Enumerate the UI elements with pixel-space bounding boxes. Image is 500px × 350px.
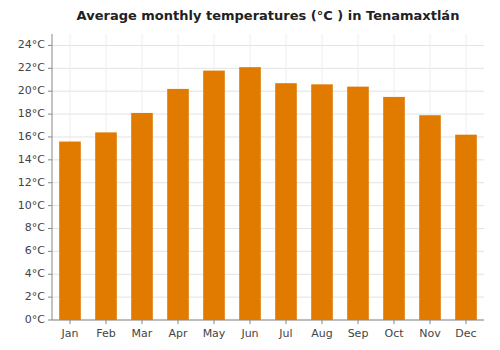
x-tick-label: Dec xyxy=(455,327,476,340)
bar xyxy=(275,83,297,320)
bar xyxy=(311,84,333,320)
y-tick xyxy=(48,205,52,206)
y-tick-label: 2°C xyxy=(25,290,45,303)
y-grid-line xyxy=(52,68,484,69)
y-tick-label: 14°C xyxy=(18,153,45,166)
x-tick-label: Apr xyxy=(168,327,188,340)
chart-svg: 0°C 2°C 4°C 6°C 8°C 10°C 12°C 14°C 16°C 18°C 20°C 2… xyxy=(0,0,500,350)
y-tick-label: 12°C xyxy=(18,176,45,189)
bar xyxy=(203,71,225,320)
x-tick xyxy=(106,320,107,324)
x-tick-label: Oct xyxy=(384,327,404,340)
axes: 0°C 2°C 4°C 6°C 8°C 10°C 12°C 14°C 16°C 18°C 20°C 2… xyxy=(18,34,484,340)
bar xyxy=(455,135,477,320)
bar xyxy=(59,142,81,320)
y-tick xyxy=(48,45,52,46)
x-tick xyxy=(214,320,215,324)
x-tick xyxy=(70,320,71,324)
x-tick-label: Jan xyxy=(61,327,79,340)
chart-container: 0°C 2°C 4°C 6°C 8°C 10°C 12°C 14°C 16°C 18°C 20°C 2… xyxy=(0,0,500,350)
y-grid-line xyxy=(52,91,484,92)
y-tick-label: 4°C xyxy=(25,267,45,280)
y-tick-label: 16°C xyxy=(18,130,45,143)
x-tick xyxy=(322,320,323,324)
y-tick xyxy=(48,297,52,298)
y-tick xyxy=(48,136,52,137)
y-tick xyxy=(48,182,52,183)
bar xyxy=(383,97,405,320)
y-grid-line xyxy=(52,45,484,46)
x-tick xyxy=(142,320,143,324)
y-grid-line xyxy=(52,320,484,321)
y-tick xyxy=(48,91,52,92)
y-tick-label: 24°C xyxy=(18,38,45,51)
x-tick xyxy=(358,320,359,324)
x-tick xyxy=(178,320,179,324)
chart-title: Average monthly temperatures (°C ) in Te… xyxy=(77,8,460,23)
x-tick-label: Jun xyxy=(240,327,258,340)
bar xyxy=(167,89,189,320)
grid xyxy=(52,34,484,320)
x-axis-line xyxy=(52,320,484,321)
y-tick xyxy=(48,251,52,252)
y-tick-label: 6°C xyxy=(25,244,45,257)
x-tick xyxy=(430,320,431,324)
y-tick xyxy=(48,114,52,115)
x-tick xyxy=(466,320,467,324)
y-tick-label: 0°C xyxy=(25,313,45,326)
y-axis-line xyxy=(52,34,53,320)
y-grid-line xyxy=(52,114,484,115)
x-tick-label: Feb xyxy=(96,327,115,340)
bars xyxy=(59,67,477,320)
y-tick xyxy=(48,159,52,160)
bar xyxy=(419,115,441,320)
x-tick xyxy=(394,320,395,324)
x-tick-label: Mar xyxy=(132,327,153,340)
y-tick-label: 22°C xyxy=(18,61,45,74)
y-tick-label: 8°C xyxy=(25,221,45,234)
x-tick xyxy=(250,320,251,324)
y-tick xyxy=(48,228,52,229)
x-tick-label: Nov xyxy=(419,327,441,340)
y-tick-label: 10°C xyxy=(18,199,45,212)
x-tick-label: Aug xyxy=(311,327,332,340)
bar xyxy=(239,67,261,320)
bar xyxy=(347,87,369,320)
y-tick xyxy=(48,274,52,275)
bar xyxy=(131,113,153,320)
y-tick xyxy=(48,68,52,69)
x-tick-label: Jul xyxy=(278,327,292,340)
x-tick-label: Sep xyxy=(348,327,369,340)
y-tick xyxy=(48,320,52,321)
y-tick-label: 18°C xyxy=(18,107,45,120)
y-tick-label: 20°C xyxy=(18,84,45,97)
x-tick xyxy=(286,320,287,324)
bar xyxy=(95,132,117,320)
x-tick-label: May xyxy=(203,327,226,340)
